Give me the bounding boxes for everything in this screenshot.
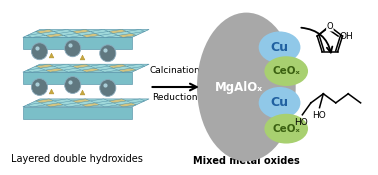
Polygon shape [64,33,82,37]
Text: Layered double hydroxides: Layered double hydroxides [11,154,143,164]
Ellipse shape [197,13,296,161]
Polygon shape [23,72,132,84]
Circle shape [65,77,81,93]
Polygon shape [23,107,132,119]
Polygon shape [36,99,54,103]
Ellipse shape [264,56,308,86]
Polygon shape [72,64,90,68]
Polygon shape [82,33,100,37]
Text: HO: HO [312,111,325,120]
Polygon shape [82,103,100,107]
Polygon shape [64,68,82,72]
Polygon shape [118,33,136,37]
Polygon shape [118,68,136,72]
Polygon shape [108,29,127,33]
Polygon shape [127,64,145,68]
Circle shape [31,79,48,95]
Text: Calcination: Calcination [150,66,201,75]
Polygon shape [72,29,90,33]
Polygon shape [23,64,149,72]
Polygon shape [27,68,45,72]
Polygon shape [90,99,108,103]
Polygon shape [27,33,45,37]
Polygon shape [45,68,64,72]
Polygon shape [118,103,136,107]
Polygon shape [54,99,72,103]
Polygon shape [108,99,127,103]
Polygon shape [82,68,100,72]
Polygon shape [64,103,82,107]
Polygon shape [108,64,127,68]
Polygon shape [127,29,145,33]
Text: O: O [327,22,333,31]
Text: MgAlOₓ: MgAlOₓ [215,80,263,93]
Polygon shape [72,99,90,103]
Circle shape [31,43,48,60]
Polygon shape [36,29,54,33]
Polygon shape [23,99,149,107]
Text: HO: HO [294,118,308,127]
Circle shape [100,45,116,62]
Polygon shape [100,103,118,107]
Ellipse shape [259,87,301,119]
Circle shape [65,40,81,57]
Text: Reduction: Reduction [152,93,198,102]
Polygon shape [54,64,72,68]
Polygon shape [54,29,72,33]
Polygon shape [45,33,64,37]
Polygon shape [90,64,108,68]
Polygon shape [100,68,118,72]
Polygon shape [23,29,149,37]
Polygon shape [27,103,45,107]
Polygon shape [127,99,145,103]
Circle shape [100,80,116,96]
Ellipse shape [264,114,308,144]
Text: Cu: Cu [271,41,288,54]
Polygon shape [90,29,108,33]
Text: Cu: Cu [271,96,288,109]
Polygon shape [36,64,54,68]
Text: CeOₓ: CeOₓ [272,124,300,134]
Text: OH: OH [340,32,354,41]
Text: CeOₓ: CeOₓ [272,66,300,76]
Text: Mixed metal oxides: Mixed metal oxides [193,156,300,166]
Polygon shape [45,103,64,107]
Polygon shape [23,37,132,49]
Ellipse shape [259,32,301,63]
Polygon shape [100,33,118,37]
